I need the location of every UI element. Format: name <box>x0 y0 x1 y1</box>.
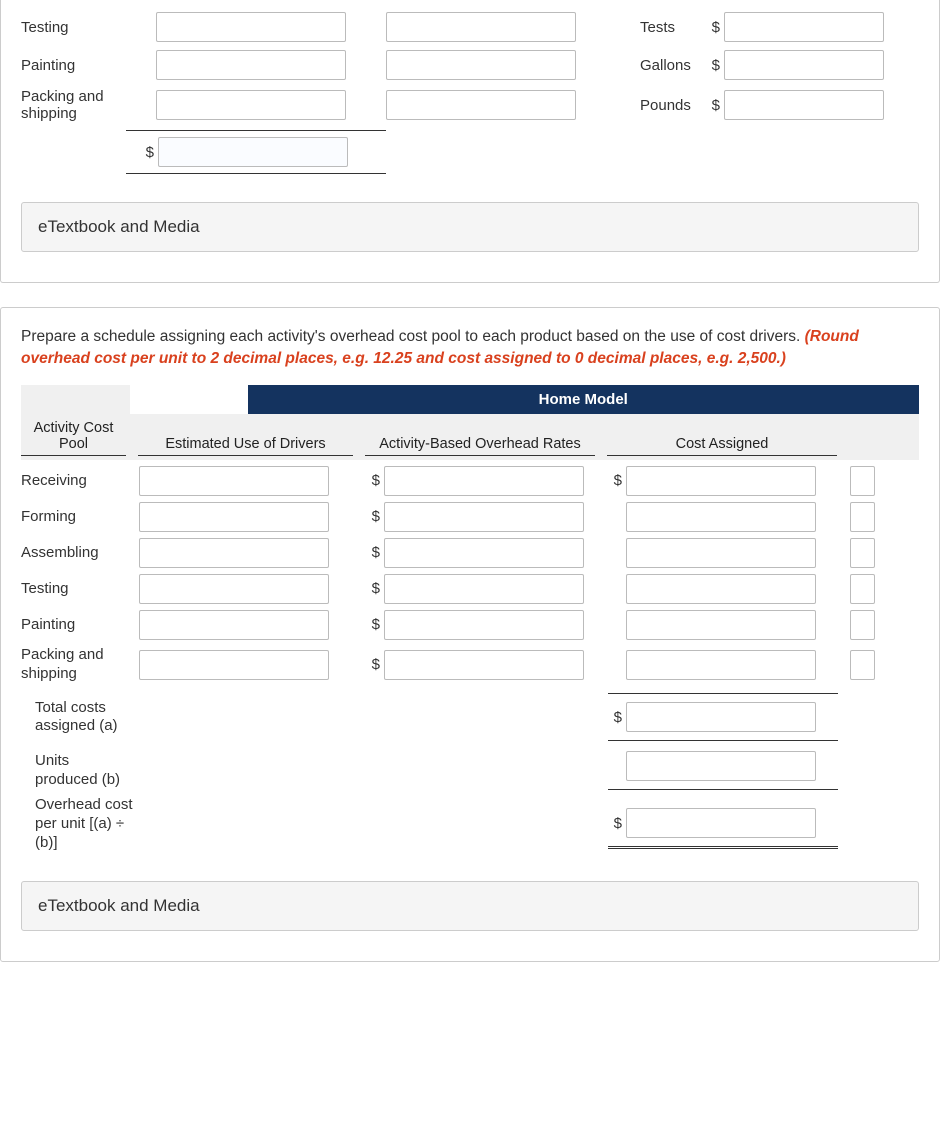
cost-assignment-section: Prepare a schedule assigning each activi… <box>0 307 940 962</box>
rate-row-packing: Packing and shipping Pounds $ <box>21 88 919 122</box>
drivers-input[interactable] <box>139 610 329 640</box>
row-label: Forming <box>21 508 139 527</box>
row-label: Receiving <box>21 472 139 491</box>
units-produced-row: Units produced (b) $ <box>21 751 919 790</box>
rate-input[interactable] <box>384 538 584 568</box>
dollar-sign: $ <box>608 709 626 726</box>
drivers-input[interactable] <box>139 502 329 532</box>
extra-input[interactable] <box>850 538 875 568</box>
dollar-sign: $ <box>608 815 626 832</box>
unit-label: Gallons <box>616 57 706 74</box>
dollar-sign: $ <box>706 97 724 114</box>
rate-input[interactable] <box>384 574 584 604</box>
overhead-per-unit-row: Overhead cost per unit [(a) ÷ (b)] $ <box>21 796 919 852</box>
dollar-sign: $ <box>706 19 724 36</box>
rate-input[interactable] <box>384 650 584 680</box>
estimated-overhead-input[interactable] <box>156 90 346 120</box>
overhead-per-unit-input[interactable] <box>626 808 816 838</box>
dollar-sign: $ <box>366 616 384 633</box>
extra-input[interactable] <box>850 610 875 640</box>
cost-assigned-input[interactable] <box>626 538 816 568</box>
rate-input[interactable] <box>384 466 584 496</box>
dollar-sign: $ <box>608 472 626 489</box>
assign-row-receiving: Receiving $ $ <box>21 466 919 496</box>
dollar-sign: $ <box>366 544 384 561</box>
expected-use-input[interactable] <box>386 90 576 120</box>
cost-assigned-input[interactable] <box>626 466 816 496</box>
cost-assigned-input[interactable] <box>626 610 816 640</box>
total-overhead-row: $ <box>126 130 386 174</box>
rate-input[interactable] <box>724 90 884 120</box>
row-label: Painting <box>21 616 139 635</box>
units-produced-input[interactable] <box>626 751 816 781</box>
etextbook-media-bar[interactable]: eTextbook and Media <box>21 881 919 931</box>
drivers-input[interactable] <box>139 650 329 680</box>
row-label: Packing and shipping <box>21 88 126 122</box>
dollar-sign: $ <box>706 57 724 74</box>
rate-input[interactable] <box>724 50 884 80</box>
row-label: Testing <box>21 580 139 599</box>
estimated-overhead-input[interactable] <box>156 12 346 42</box>
instruction-plain: Prepare a schedule assigning each activi… <box>21 328 805 345</box>
expected-use-input[interactable] <box>386 12 576 42</box>
dollar-sign: $ <box>140 144 158 161</box>
rate-row-painting: Painting Gallons $ <box>21 50 919 80</box>
instruction-text: Prepare a schedule assigning each activi… <box>21 326 919 371</box>
header-estimated-use: Estimated Use of Drivers <box>138 436 353 456</box>
dollar-sign: $ <box>366 656 384 673</box>
row-label: Painting <box>21 57 126 74</box>
drivers-input[interactable] <box>139 574 329 604</box>
rate-input[interactable] <box>384 502 584 532</box>
row-label: Packing and shipping <box>21 646 139 684</box>
overhead-per-unit-label: Overhead cost per unit [(a) ÷ (b)] <box>21 796 139 852</box>
drivers-input[interactable] <box>139 538 329 568</box>
total-costs-label: Total costs assigned (a) <box>21 699 139 737</box>
extra-input[interactable] <box>850 650 875 680</box>
units-produced-label: Units produced (b) <box>21 752 139 790</box>
total-costs-input[interactable] <box>626 702 816 732</box>
assign-row-testing: Testing $ $ <box>21 574 919 604</box>
assign-row-painting: Painting $ $ <box>21 610 919 640</box>
header-activity-cost-pool: Activity Cost Pool <box>21 420 126 456</box>
cost-assigned-input[interactable] <box>626 574 816 604</box>
assign-row-assembling: Assembling $ $ <box>21 538 919 568</box>
header-cost-assigned: Cost Assigned <box>607 436 837 456</box>
dollar-sign: $ <box>366 508 384 525</box>
row-label: Testing <box>21 19 126 36</box>
table-header-row: Activity Cost Pool Estimated Use of Driv… <box>21 414 919 460</box>
total-overhead-input[interactable] <box>158 137 348 167</box>
dollar-sign: $ <box>366 472 384 489</box>
drivers-input[interactable] <box>139 466 329 496</box>
cost-assigned-input[interactable] <box>626 650 816 680</box>
table-title-wrap: Home Model <box>21 385 919 414</box>
assign-row-forming: Forming $ $ <box>21 502 919 532</box>
expected-use-input[interactable] <box>386 50 576 80</box>
table-title: Home Model <box>248 385 919 414</box>
rate-input[interactable] <box>384 610 584 640</box>
header-overhead-rates: Activity-Based Overhead Rates <box>365 436 595 456</box>
cost-assigned-input[interactable] <box>626 502 816 532</box>
etextbook-media-bar[interactable]: eTextbook and Media <box>21 202 919 252</box>
extra-input[interactable] <box>850 466 875 496</box>
row-label: Assembling <box>21 544 139 563</box>
rate-row-testing: Testing Tests $ <box>21 12 919 42</box>
rate-input[interactable] <box>724 12 884 42</box>
assign-row-packing: Packing and shipping $ $ <box>21 646 919 684</box>
unit-label: Pounds <box>616 97 706 114</box>
overhead-rates-section: Testing Tests $ Painting Gallons $ Packi… <box>0 0 940 283</box>
total-costs-row: Total costs assigned (a) $ <box>21 689 919 745</box>
extra-input[interactable] <box>850 502 875 532</box>
extra-input[interactable] <box>850 574 875 604</box>
unit-label: Tests <box>616 19 706 36</box>
estimated-overhead-input[interactable] <box>156 50 346 80</box>
dollar-sign: $ <box>366 580 384 597</box>
